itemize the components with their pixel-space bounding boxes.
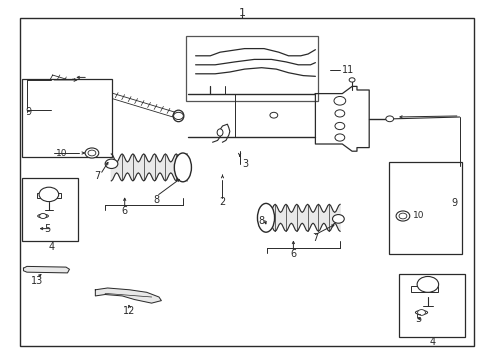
- Circle shape: [334, 110, 344, 117]
- Text: 8: 8: [258, 216, 264, 226]
- Text: 13: 13: [30, 276, 43, 286]
- Text: 7: 7: [312, 233, 318, 243]
- Circle shape: [333, 96, 345, 105]
- Circle shape: [105, 159, 118, 168]
- Circle shape: [85, 148, 99, 158]
- Ellipse shape: [257, 203, 274, 232]
- Polygon shape: [23, 266, 69, 273]
- Circle shape: [40, 213, 46, 219]
- Text: 9: 9: [450, 198, 456, 208]
- Text: 3: 3: [242, 159, 248, 169]
- Circle shape: [334, 122, 344, 130]
- Ellipse shape: [217, 129, 223, 136]
- Circle shape: [269, 112, 277, 118]
- Bar: [388, 162, 461, 254]
- Text: 5: 5: [44, 224, 50, 234]
- Circle shape: [88, 150, 96, 156]
- Text: 9: 9: [25, 107, 32, 117]
- Text: 5: 5: [414, 314, 420, 324]
- Text: 7: 7: [95, 171, 101, 181]
- Polygon shape: [264, 204, 340, 231]
- Ellipse shape: [173, 110, 183, 122]
- Circle shape: [332, 215, 344, 223]
- Ellipse shape: [415, 310, 427, 315]
- Polygon shape: [111, 154, 186, 181]
- Circle shape: [348, 78, 354, 82]
- Text: 8: 8: [153, 195, 159, 205]
- Text: 2: 2: [219, 197, 225, 207]
- Bar: [22, 178, 78, 241]
- Circle shape: [385, 116, 393, 122]
- Polygon shape: [95, 288, 161, 303]
- Bar: [398, 274, 464, 337]
- Text: 6: 6: [122, 206, 127, 216]
- Circle shape: [417, 310, 425, 315]
- Text: 1: 1: [238, 8, 245, 18]
- Circle shape: [334, 134, 344, 141]
- Text: 12: 12: [123, 306, 136, 316]
- Bar: [410, 286, 437, 292]
- Text: 11: 11: [342, 65, 354, 75]
- Text: 4: 4: [429, 337, 435, 347]
- Text: 6: 6: [290, 249, 296, 259]
- Ellipse shape: [174, 153, 191, 182]
- Polygon shape: [50, 75, 175, 117]
- Bar: [22, 79, 112, 157]
- Circle shape: [395, 211, 409, 221]
- Circle shape: [39, 187, 59, 202]
- Circle shape: [416, 276, 438, 292]
- Circle shape: [173, 112, 183, 120]
- Text: 4: 4: [48, 242, 54, 252]
- Bar: [37, 193, 61, 198]
- Text: 10: 10: [412, 211, 424, 220]
- Polygon shape: [315, 86, 368, 151]
- Bar: [185, 36, 317, 101]
- Text: 10: 10: [56, 149, 68, 158]
- Ellipse shape: [38, 214, 48, 218]
- Circle shape: [398, 213, 406, 219]
